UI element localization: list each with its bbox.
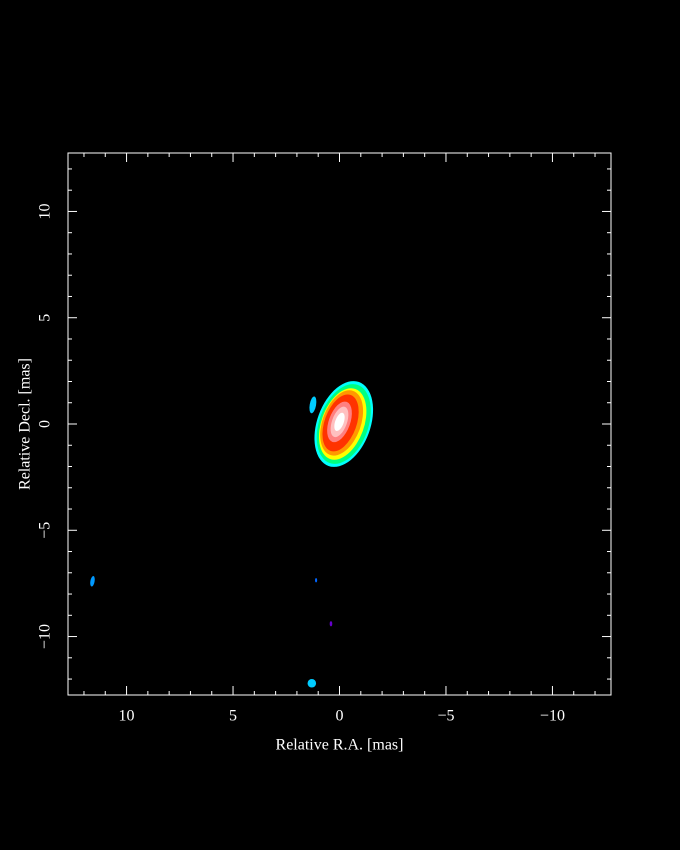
- x-tick-label: 0: [336, 708, 344, 725]
- emission-region: [309, 396, 317, 414]
- emission-region: [307, 679, 317, 688]
- emission-region: [315, 578, 318, 583]
- y-tick-label: −5: [37, 522, 54, 539]
- x-tick-label: −10: [540, 708, 565, 725]
- x-tick-label: 5: [229, 708, 237, 725]
- y-axis-label: Relative Decl. [mas]: [17, 358, 34, 490]
- x-tick-label: −5: [437, 708, 454, 725]
- y-tick-label: 0: [37, 420, 54, 428]
- x-axis-label: Relative R.A. [mas]: [276, 737, 404, 754]
- emission-region: [329, 621, 333, 627]
- y-tick-label: 5: [37, 314, 54, 322]
- emission-region: [334, 412, 345, 431]
- y-tick-label: 10: [37, 203, 54, 219]
- y-tick-label: −10: [37, 624, 54, 649]
- x-tick-label: 10: [119, 708, 135, 725]
- emission-region: [90, 576, 95, 587]
